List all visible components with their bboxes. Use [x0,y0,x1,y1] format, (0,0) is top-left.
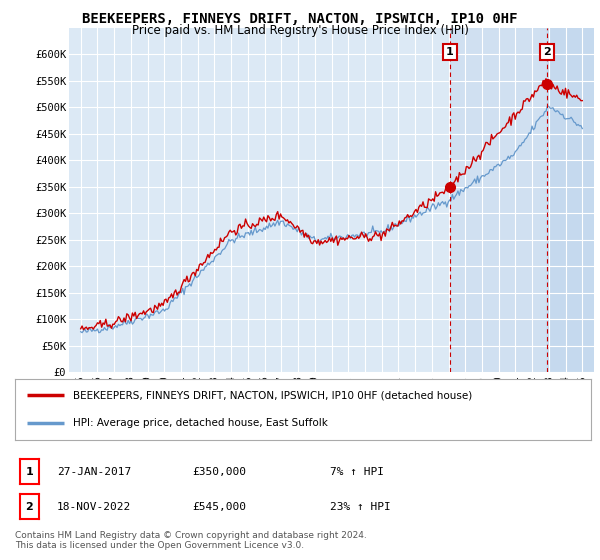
Bar [547,28,594,372]
Text: BEEKEEPERS, FINNEYS DRIFT, NACTON, IPSWICH, IP10 0HF (detached house): BEEKEEPERS, FINNEYS DRIFT, NACTON, IPSWI… [73,390,472,400]
Text: BEEKEEPERS, FINNEYS DRIFT, NACTON, IPSWICH, IP10 0HF: BEEKEEPERS, FINNEYS DRIFT, NACTON, IPSWI… [82,12,518,26]
Text: £350,000: £350,000 [192,466,246,477]
Text: HPI: Average price, detached house, East Suffolk: HPI: Average price, detached house, East… [73,418,328,428]
Text: 7% ↑ HPI: 7% ↑ HPI [330,466,384,477]
Text: 1: 1 [446,47,454,57]
Text: 23% ↑ HPI: 23% ↑ HPI [330,502,391,512]
Text: Contains HM Land Registry data © Crown copyright and database right 2024.
This d: Contains HM Land Registry data © Crown c… [15,531,367,550]
Text: 18-NOV-2022: 18-NOV-2022 [57,502,131,512]
Text: 1: 1 [26,466,33,477]
Bar [450,28,547,372]
Text: 2: 2 [26,502,33,512]
Text: 27-JAN-2017: 27-JAN-2017 [57,466,131,477]
Text: Price paid vs. HM Land Registry's House Price Index (HPI): Price paid vs. HM Land Registry's House … [131,24,469,36]
Text: 2: 2 [543,47,551,57]
Text: £545,000: £545,000 [192,502,246,512]
